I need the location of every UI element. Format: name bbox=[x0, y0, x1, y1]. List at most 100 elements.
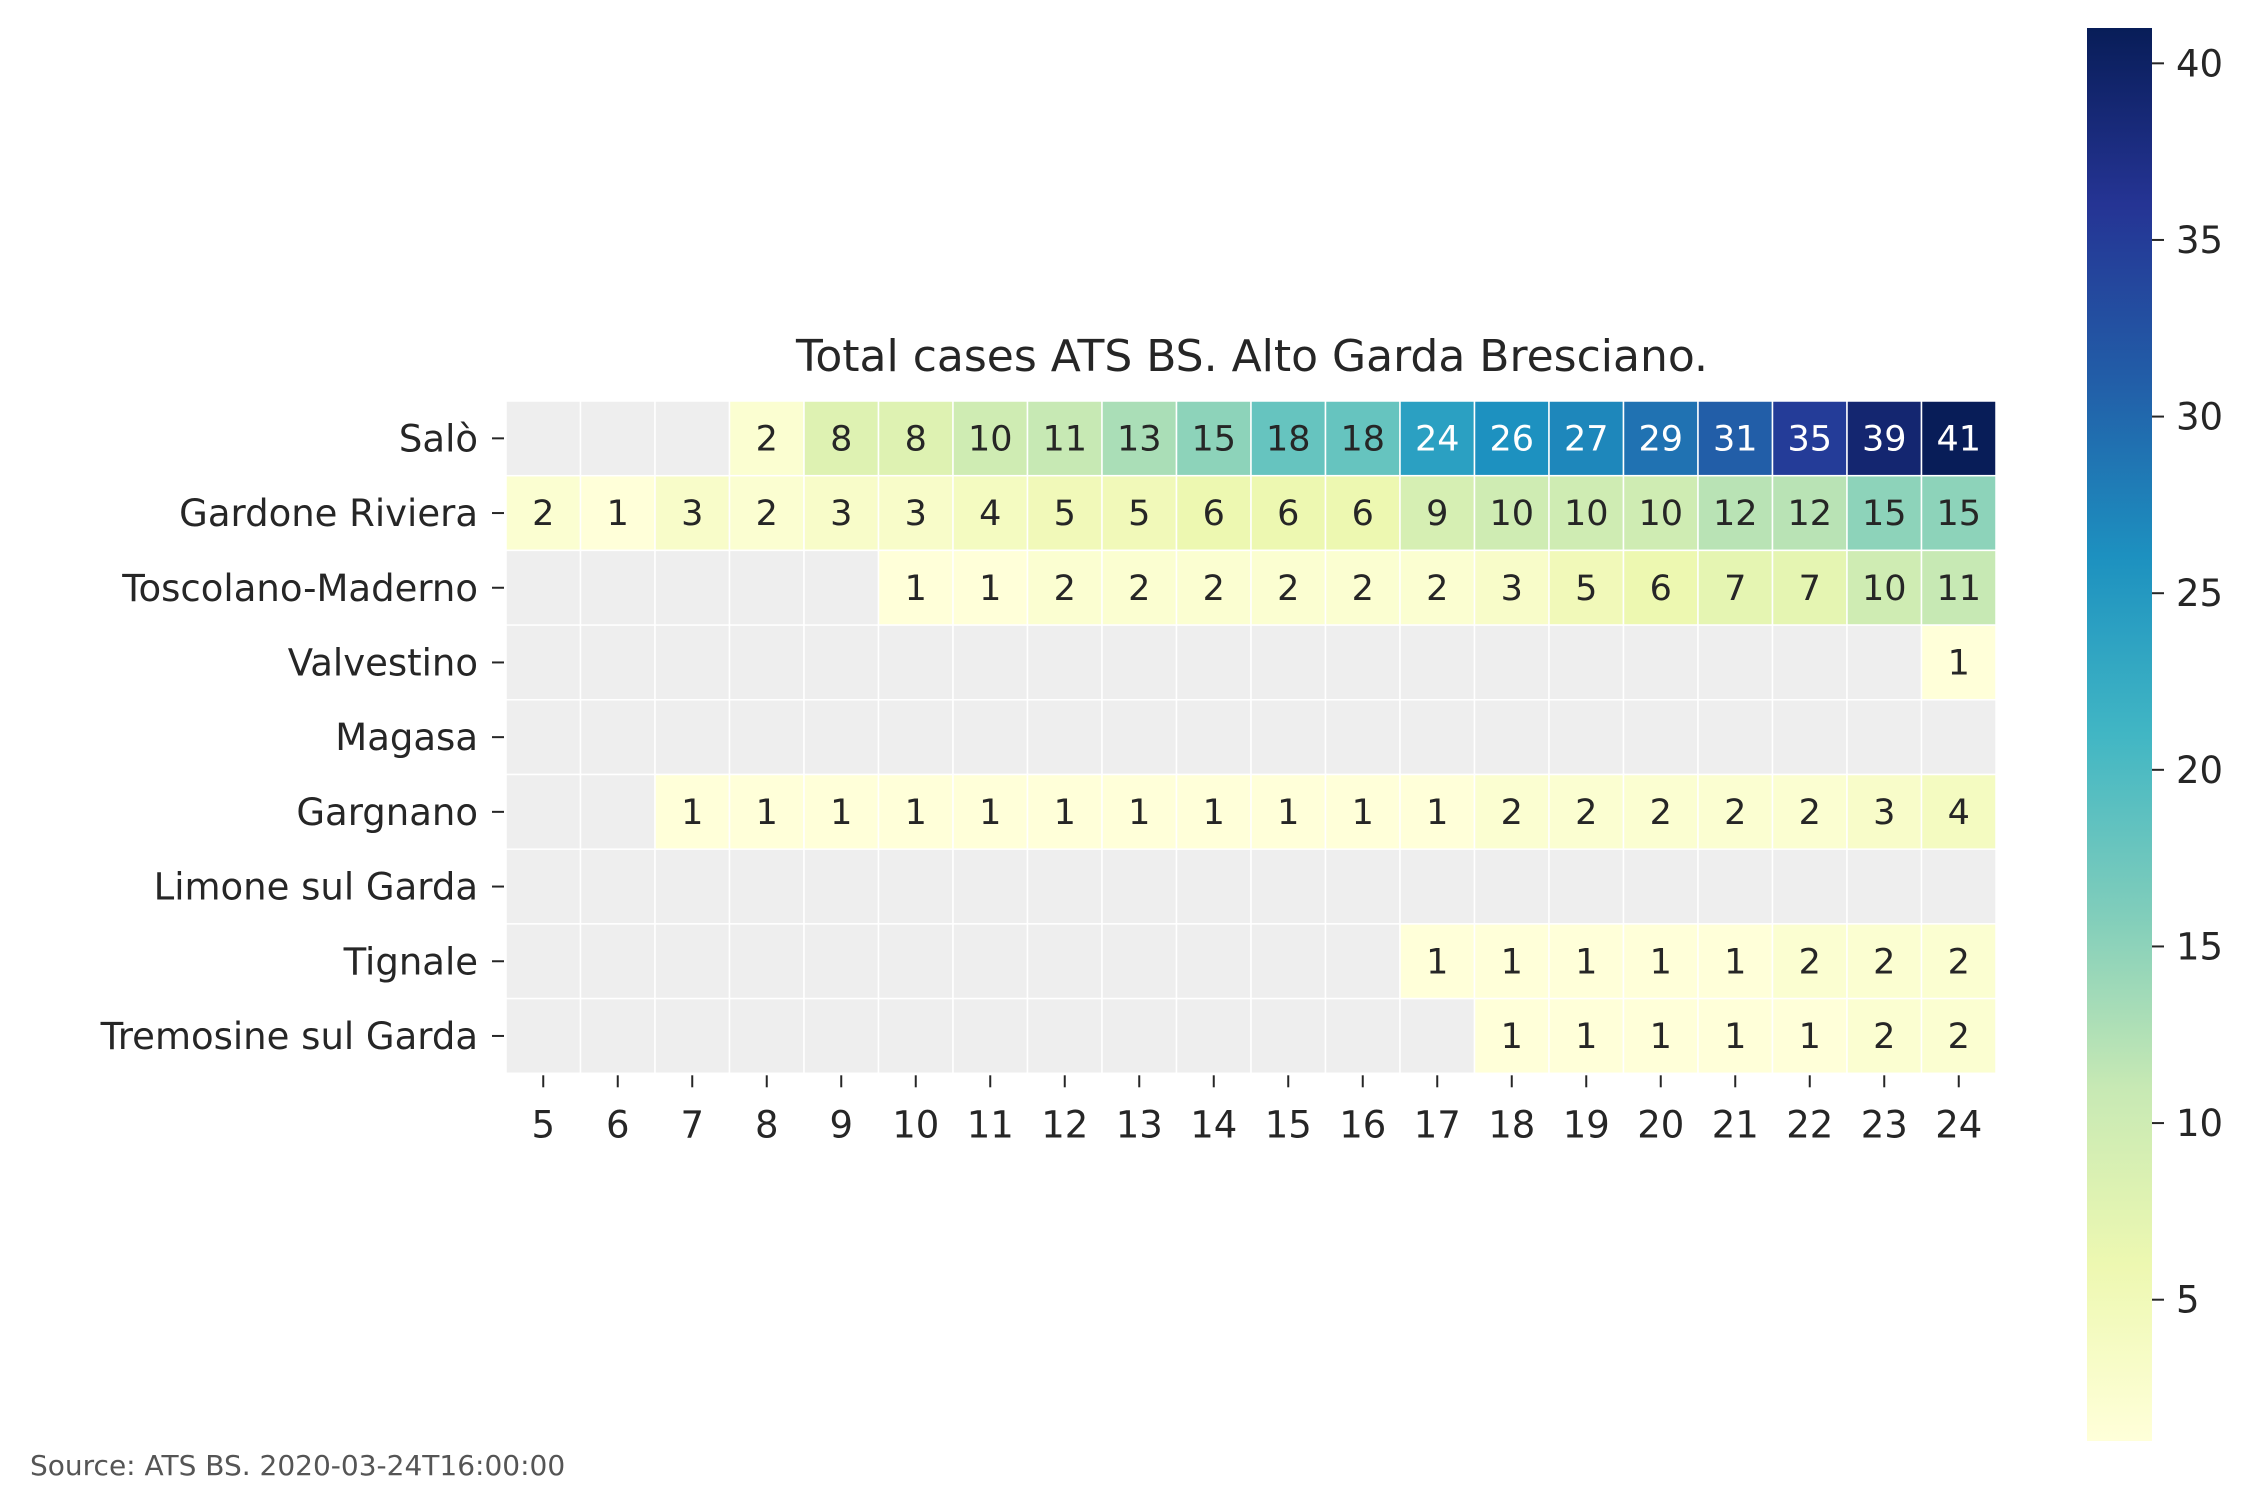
cell-value-label: 39 bbox=[1862, 419, 1907, 459]
x-tick-label: 20 bbox=[1637, 1103, 1684, 1146]
heatmap-cell bbox=[1473, 474, 1550, 552]
cell-value-label: 3 bbox=[681, 494, 703, 534]
y-axis-labels: Salò Gardone Riviera Toscolano-Maderno Valv… bbox=[100, 417, 504, 1058]
cell-value-label: 2 bbox=[1203, 569, 1225, 609]
heatmap-cell bbox=[1175, 997, 1252, 1075]
heatmap-cell bbox=[579, 400, 656, 477]
cell-value-label: 12 bbox=[1713, 494, 1758, 534]
heatmap-cell bbox=[654, 848, 731, 925]
heatmap-cell bbox=[1771, 923, 1848, 1000]
heatmap-cell bbox=[728, 474, 805, 552]
heatmap-cell bbox=[1846, 549, 1923, 626]
cell-value-label: 3 bbox=[830, 494, 852, 534]
cell-value-label: 5 bbox=[1128, 494, 1150, 534]
heatmap-cell bbox=[505, 400, 582, 477]
cell-value-label: 10 bbox=[1564, 494, 1609, 534]
heatmap-cell bbox=[877, 848, 954, 925]
cell-value-label: 3 bbox=[905, 494, 927, 534]
heatmap-cell bbox=[1920, 474, 1997, 552]
heatmap-cell bbox=[1622, 549, 1699, 626]
cell-value-label: 1 bbox=[1352, 793, 1374, 833]
heatmap-cell bbox=[1399, 699, 1476, 776]
x-tick-label: 8 bbox=[755, 1103, 779, 1146]
heatmap-cell bbox=[728, 848, 805, 925]
heatmap-cell bbox=[1846, 474, 1923, 552]
heatmap-cell bbox=[1920, 848, 1997, 925]
heatmap-cell bbox=[505, 997, 582, 1075]
heatmap-cell bbox=[1846, 848, 1923, 925]
heatmap-cell bbox=[1548, 923, 1625, 1000]
heatmap-cell bbox=[1399, 549, 1476, 626]
cell-value-label: 13 bbox=[1117, 419, 1162, 459]
cell-value-label: 2 bbox=[1501, 793, 1523, 833]
heatmap-cell bbox=[1473, 923, 1550, 1000]
heatmap-cell bbox=[1697, 773, 1774, 850]
y-tick-label: Toscolano-Maderno bbox=[121, 567, 478, 610]
heatmap-cell bbox=[654, 699, 731, 776]
cell-value-label: 3 bbox=[1501, 569, 1523, 609]
colorbar: 5 10 15 20 25 30 35 40 bbox=[2087, 28, 2223, 1441]
cell-value-label: 1 bbox=[756, 793, 778, 833]
heatmap-cell bbox=[579, 699, 656, 776]
heatmap-cell bbox=[877, 400, 954, 477]
heatmap-cell bbox=[1920, 923, 1997, 1000]
cell-value-label: 15 bbox=[1936, 494, 1981, 534]
heatmap-cell bbox=[505, 773, 582, 850]
cell-value-label: 12 bbox=[1787, 494, 1832, 534]
heatmap-cell bbox=[877, 923, 954, 1000]
heatmap-cell bbox=[728, 400, 805, 477]
heatmap-cell bbox=[1250, 923, 1327, 1000]
heatmap-cell bbox=[505, 923, 582, 1000]
x-tick-label: 24 bbox=[1935, 1103, 1982, 1146]
heatmap-cell bbox=[952, 549, 1029, 626]
heatmap-cell bbox=[1548, 773, 1625, 850]
x-tick-label: 6 bbox=[606, 1103, 630, 1146]
cell-value-label: 41 bbox=[1936, 419, 1981, 459]
heatmap-cell bbox=[1324, 923, 1401, 1000]
heatmap-cell bbox=[1622, 997, 1699, 1075]
heatmap-cell bbox=[654, 400, 731, 477]
cell-value-label: 10 bbox=[968, 419, 1013, 459]
heatmap-cell bbox=[1920, 624, 1997, 701]
heatmap-cell bbox=[1771, 848, 1848, 925]
cell-value-label: 2 bbox=[1799, 942, 1821, 982]
y-tick-label: Gargnano bbox=[296, 791, 478, 834]
heatmap-cell bbox=[505, 624, 582, 701]
colorbar-tick-label: 20 bbox=[2176, 749, 2223, 792]
cell-value-label: 27 bbox=[1564, 419, 1609, 459]
heatmap-cell bbox=[1548, 549, 1625, 626]
heatmap-cell bbox=[579, 624, 656, 701]
x-tick-label: 10 bbox=[892, 1103, 939, 1146]
heatmap-cell bbox=[877, 474, 954, 552]
heatmap-cell bbox=[803, 699, 880, 776]
heatmap-cell bbox=[1473, 549, 1550, 626]
cell-value-label: 2 bbox=[1426, 569, 1448, 609]
cell-value-label: 1 bbox=[1650, 942, 1672, 982]
heatmap-cell bbox=[1250, 699, 1327, 776]
x-tick-label: 14 bbox=[1190, 1103, 1237, 1146]
heatmap-cell bbox=[1697, 624, 1774, 701]
heatmap-cell bbox=[1846, 923, 1923, 1000]
cell-value-label: 18 bbox=[1266, 419, 1311, 459]
cell-value-label: 1 bbox=[979, 793, 1001, 833]
heatmap-cell bbox=[1473, 699, 1550, 776]
heatmap-cell bbox=[728, 773, 805, 850]
heatmap-cell bbox=[579, 474, 656, 552]
heatmap-cell bbox=[1324, 624, 1401, 701]
cell-value-label: 2 bbox=[1128, 569, 1150, 609]
heatmap-cell bbox=[1250, 624, 1327, 701]
y-tick-label: Tignale bbox=[343, 940, 478, 983]
heatmap-cell bbox=[1697, 400, 1774, 477]
cell-value-label: 4 bbox=[1948, 793, 1970, 833]
heatmap-cell bbox=[952, 848, 1029, 925]
heatmap-cell bbox=[1250, 474, 1327, 552]
heatmap-cell bbox=[654, 549, 731, 626]
source-note: Source: ATS BS. 2020-03-24T16:00:00 bbox=[30, 1449, 565, 1482]
x-tick-label: 21 bbox=[1712, 1103, 1759, 1146]
heatmap-cell bbox=[1250, 549, 1327, 626]
heatmap-cell bbox=[728, 549, 805, 626]
heatmap-cell bbox=[1399, 923, 1476, 1000]
cell-value-label: 1 bbox=[1799, 1017, 1821, 1057]
cell-value-label: 15 bbox=[1862, 494, 1907, 534]
